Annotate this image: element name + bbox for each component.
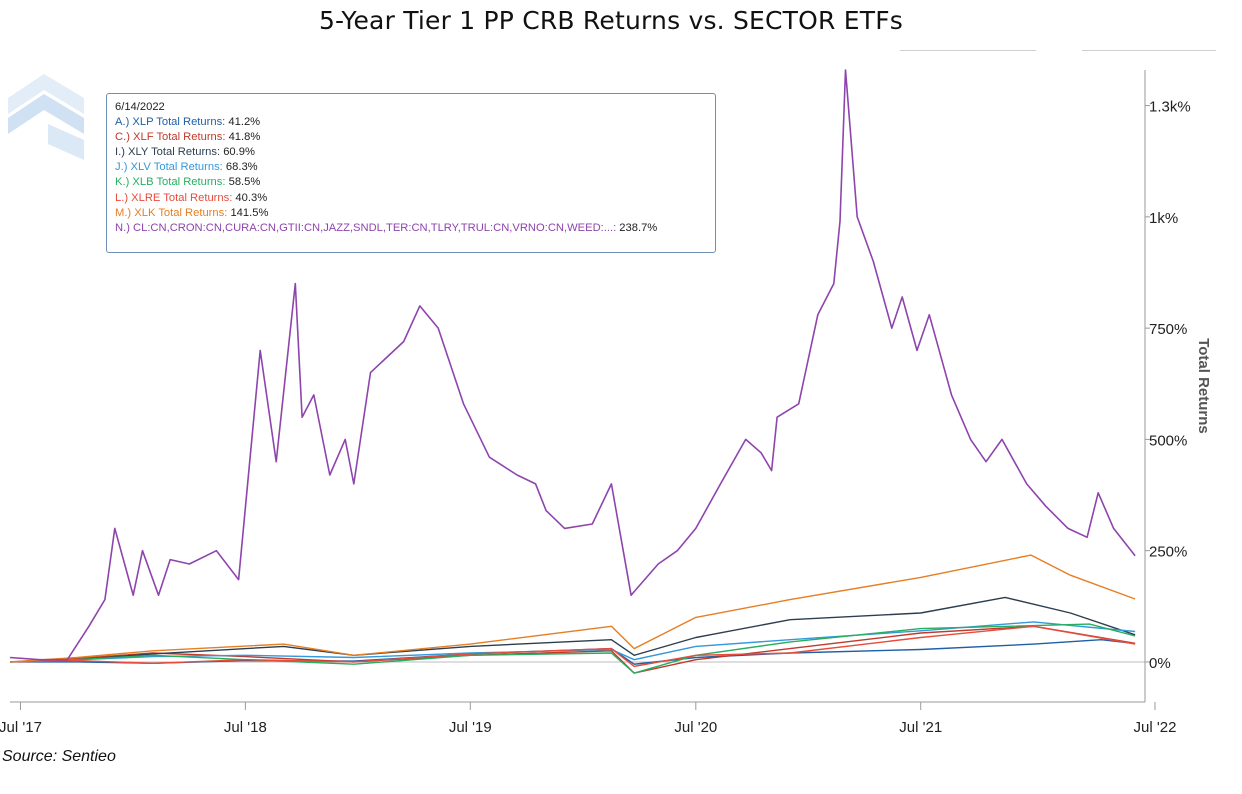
x-tick-label: Jul '19 <box>449 719 492 736</box>
tooltip-series-label: A.) XLP Total Returns: <box>115 116 226 129</box>
x-tick-label: Jul '17 <box>0 719 42 736</box>
tooltip-series-value: 58.5% <box>225 176 261 189</box>
watermark-logo-icon <box>8 74 84 160</box>
top-divider-left <box>900 50 1036 51</box>
y-tick-label: 250% <box>1149 544 1187 561</box>
y-tick-label: 750% <box>1149 321 1187 338</box>
tooltip-series-value: 238.7% <box>616 221 658 234</box>
tooltip-series-label: N.) CL:CN,CRON:CN,CURA:CN,GTII:CN,JAZZ,S… <box>115 221 617 234</box>
tooltip-series-label: K.) XLB Total Returns: <box>115 176 226 189</box>
y-axis-title: Total Returns <box>1195 338 1212 434</box>
tooltip-series-value: 41.8% <box>225 131 261 144</box>
series-line-2 <box>9 625 1136 674</box>
tooltip-row: K.) XLB Total Returns: 58.5% <box>115 175 707 190</box>
tooltip-series-label: C.) XLF Total Returns: <box>115 131 226 144</box>
tooltip-series-value: 40.3% <box>232 191 268 204</box>
tooltip-series-value: 41.2% <box>225 116 261 129</box>
y-tick-label: 1.3k% <box>1149 99 1191 116</box>
x-tick-label: Jul '18 <box>224 719 267 736</box>
tooltip-series-label: M.) XLK Total Returns: <box>115 206 228 219</box>
y-tick-label: 1k% <box>1149 210 1178 227</box>
source-note: Source: Sentieo <box>2 748 116 765</box>
tooltip-rows: A.) XLP Total Returns: 41.2% C.) XLF Tota… <box>115 115 707 236</box>
tooltip-row: L.) XLRE Total Returns: 40.3% <box>115 191 707 206</box>
tooltip-series-label: J.) XLV Total Returns: <box>115 161 223 174</box>
tooltip-row: J.) XLV Total Returns: 68.3% <box>115 160 707 175</box>
tooltip-date: 6/14/2022 <box>115 101 165 113</box>
chart-tooltip: 6/14/2022 A.) XLP Total Returns: 41.2% C.… <box>106 93 716 253</box>
tooltip-row: A.) XLP Total Returns: 41.2% <box>115 115 707 130</box>
x-tick-label: Jul '20 <box>674 719 717 736</box>
tooltip-series-label: L.) XLRE Total Returns: <box>115 191 233 204</box>
series-line-5 <box>9 623 1136 674</box>
series-line-3 <box>9 596 1136 663</box>
tooltip-row: N.) CL:CN,CRON:CN,CURA:CN,GTII:CN,JAZZ,S… <box>115 221 707 236</box>
tooltip-series-value: 68.3% <box>222 161 258 174</box>
y-tick-label: 500% <box>1149 432 1187 449</box>
tooltip-series-label: I.) XLY Total Returns: <box>115 146 221 159</box>
series-line-7 <box>9 554 1136 663</box>
tooltip-row: C.) XLF Total Returns: 41.8% <box>115 130 707 145</box>
tooltip-row: I.) XLY Total Returns: 60.9% <box>115 145 707 160</box>
series-line-6 <box>9 625 1136 668</box>
tooltip-series-value: 60.9% <box>220 146 255 159</box>
top-divider-right <box>1082 50 1216 51</box>
x-tick-label: Jul '21 <box>899 719 942 736</box>
tooltip-series-value: 141.5% <box>227 206 269 219</box>
tooltip-row: M.) XLK Total Returns: 141.5% <box>115 206 707 221</box>
chart-title: 5-Year Tier 1 PP CRB Returns vs. SECTOR … <box>318 6 904 35</box>
y-tick-label: 0% <box>1149 655 1171 672</box>
series-line-4 <box>9 621 1136 663</box>
series-line-8 <box>9 69 1136 661</box>
x-tick-label: Jul '22 <box>1134 719 1177 736</box>
